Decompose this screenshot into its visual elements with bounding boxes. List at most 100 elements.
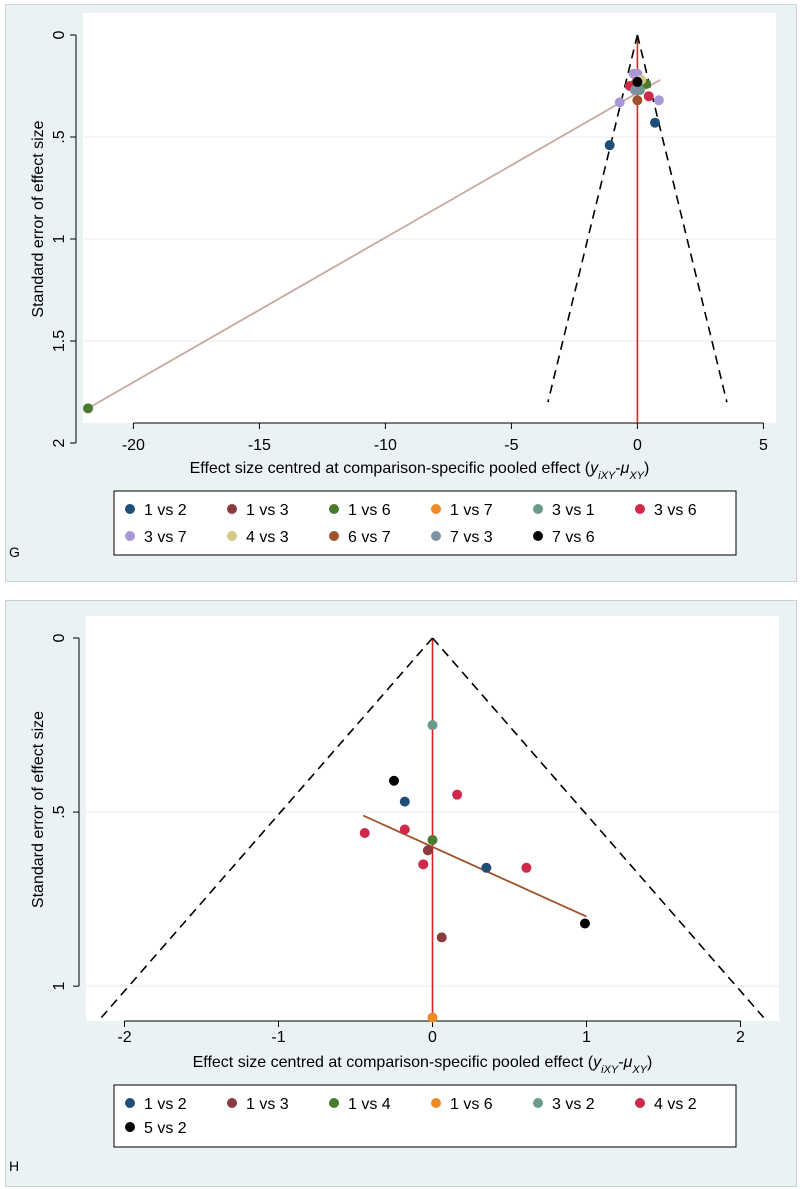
data-point-1-vs-2 (604, 140, 615, 151)
legend-marker (431, 1098, 441, 1108)
x-axis-title-part: y (589, 460, 599, 477)
x-tick-label: 2 (736, 1029, 745, 1046)
x-axis-title-part: - (615, 460, 620, 477)
plot-area (83, 13, 776, 423)
legend-label: 5 vs 2 (144, 1120, 187, 1137)
legend-marker (431, 531, 441, 541)
legend-marker (533, 1098, 543, 1108)
legend-marker (635, 1098, 645, 1108)
y-tick-label: 1 (51, 982, 68, 991)
data-point-4-vs-2 (521, 862, 532, 873)
data-point-4-vs-2 (418, 859, 429, 870)
data-point-1-vs-3 (422, 845, 433, 856)
x-axis-title-part: μ (623, 1054, 633, 1071)
legend-label: 4 vs 3 (246, 529, 289, 546)
x-tick-label: -1 (271, 1029, 285, 1046)
funnel-plot-panel-h: 0 .5 1 -2 -1 0 1 2 Standard error of effect size… (5, 600, 797, 1187)
x-axis-title-part: XY (631, 1064, 647, 1076)
data-point-3-vs-2 (427, 720, 438, 731)
funnel-plot-h-svg: 0 .5 1 -2 -1 0 1 2 Standard error of effect size… (9, 616, 779, 1174)
data-point-4-vs-2 (399, 824, 410, 835)
legend-marker (533, 504, 543, 514)
legend-marker (431, 504, 441, 514)
panel-label: G (9, 544, 20, 560)
y-tick-label: 0 (51, 633, 68, 642)
legend-box (113, 1084, 737, 1148)
data-point-5-vs-2 (579, 918, 590, 929)
x-axis-title-part: μ (620, 460, 630, 477)
legend-marker (329, 531, 339, 541)
data-point-1-vs-6 (83, 403, 94, 414)
legend-marker (635, 504, 645, 514)
x-tick-label: 0 (428, 1029, 437, 1046)
legend-marker (125, 1122, 135, 1132)
x-tick-label: -5 (504, 437, 518, 454)
x-axis-title-part: iXY (601, 1064, 619, 1076)
data-point-3-vs-6 (643, 91, 654, 102)
x-tick-label: -2 (117, 1029, 131, 1046)
legend-label: 1 vs 4 (348, 1096, 391, 1113)
x-tick-label: -15 (248, 437, 271, 454)
legend-marker (227, 504, 237, 514)
x-axis-title-part: XY (628, 470, 644, 482)
panel-label: H (9, 1158, 19, 1174)
y-tick-label: 1.5 (51, 330, 68, 352)
y-axis-title: Standard error of effect size (30, 120, 47, 317)
x-axis-title: Effect size centred at comparison-specif… (193, 1054, 653, 1076)
funnel-right-line (431, 637, 765, 1019)
legend-label: 3 vs 1 (552, 502, 595, 519)
legend-label: 3 vs 6 (654, 502, 697, 519)
y-tick-label: .5 (51, 805, 68, 818)
x-tick-label: 0 (633, 437, 642, 454)
funnel-plot-g-svg: 0 .5 1 1.5 2 -20 -15 -10 -5 0 5 Standard error of e… (9, 13, 776, 560)
funnel-plot-panel-g: 0 .5 1 1.5 2 -20 -15 -10 -5 0 5 Standard error of e… (5, 4, 797, 582)
legend-label: 4 vs 2 (654, 1096, 697, 1113)
legend-marker (227, 531, 237, 541)
legend-label: 7 vs 6 (552, 529, 595, 546)
legend-box (113, 490, 737, 556)
legend-label: 1 vs 6 (348, 502, 391, 519)
x-tick-label: 1 (582, 1029, 591, 1046)
regression-fit-line (362, 814, 587, 918)
x-tick-label: -10 (374, 437, 397, 454)
legend-label: 1 vs 6 (450, 1096, 493, 1113)
data-point-5-vs-2 (389, 775, 399, 786)
x-axis-title-part: iXY (598, 470, 616, 482)
x-axis-title-part: - (618, 1054, 623, 1071)
data-point-1-vs-4 (427, 834, 438, 845)
funnel-left-line (547, 34, 639, 403)
data-point-6-vs-7 (632, 95, 643, 106)
data-point-4-vs-2 (452, 789, 463, 800)
legend-label: 1 vs 3 (246, 502, 289, 519)
legend-marker (125, 504, 135, 514)
y-tick-label: 2 (51, 438, 68, 447)
legend-label: 1 vs 2 (144, 502, 187, 519)
x-axis-title-part: Effect size centred at comparison-specif… (193, 1054, 594, 1071)
y-tick-label: .5 (51, 130, 68, 143)
data-point-1-vs-2 (650, 117, 661, 128)
legend-label: 1 vs 3 (246, 1096, 289, 1113)
legend-marker (329, 1098, 339, 1108)
regression-fit-line (87, 79, 661, 410)
legend-label: 7 vs 3 (450, 529, 493, 546)
x-axis-title-part: y (592, 1054, 602, 1071)
data-point-3-vs-7 (628, 68, 639, 79)
legend-label: 3 vs 7 (144, 529, 187, 546)
legend-marker (533, 531, 543, 541)
legend-label: 1 vs 7 (450, 502, 493, 519)
x-axis-title: Effect size centred at comparison-specif… (190, 460, 650, 482)
y-tick-label: 0 (51, 30, 68, 39)
funnel-left-line (100, 637, 434, 1019)
legend-marker (329, 504, 339, 514)
legend-label: 1 vs 2 (144, 1096, 187, 1113)
data-point-3-vs-7 (653, 95, 664, 106)
x-axis-title-part: Effect size centred at comparison-specif… (190, 460, 591, 477)
data-point-1-vs-2 (481, 862, 492, 873)
legend-marker (125, 1098, 135, 1108)
data-point-3-vs-7 (614, 97, 625, 108)
data-point-1-vs-2 (399, 796, 410, 807)
data-point-7-vs-6 (632, 76, 643, 87)
y-axis-title: Standard error of effect size (30, 711, 47, 908)
data-point-7-vs-3 (629, 85, 640, 96)
data-point-4-vs-2 (359, 827, 370, 838)
